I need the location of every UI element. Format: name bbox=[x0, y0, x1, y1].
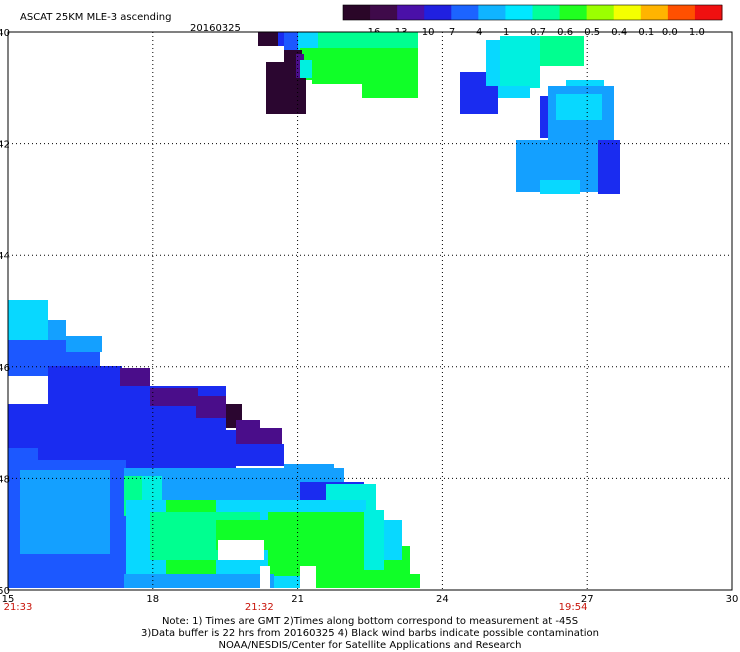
x-tick-label: 15 bbox=[2, 594, 15, 605]
swath-cell bbox=[540, 180, 580, 194]
y-tick-label: -48 bbox=[0, 474, 10, 485]
swath-cell bbox=[124, 574, 274, 588]
colorbar-frame bbox=[342, 4, 723, 21]
swath-cell bbox=[48, 320, 66, 344]
y-tick-label: -46 bbox=[0, 363, 10, 374]
swath-cell bbox=[312, 78, 362, 84]
swath-cell bbox=[236, 444, 284, 466]
colorbar-segment bbox=[370, 5, 398, 20]
swath-cell bbox=[258, 32, 278, 46]
swath-gap bbox=[300, 566, 316, 588]
pass-time-label: 19:54 bbox=[559, 602, 588, 613]
swath-cell bbox=[300, 60, 312, 78]
swath-cell bbox=[486, 40, 500, 86]
note-line-2: 3)Data buffer is 22 hrs from 20160325 4)… bbox=[141, 628, 599, 639]
pass-time-label: 21:33 bbox=[4, 602, 33, 613]
y-tick-label: -42 bbox=[0, 140, 10, 151]
colorbar-segment bbox=[343, 5, 371, 20]
x-tick-label: 27 bbox=[581, 594, 594, 605]
swath-cell bbox=[556, 94, 602, 120]
swath-cell bbox=[20, 470, 110, 554]
swath-gap bbox=[260, 566, 270, 588]
swath-cell bbox=[284, 32, 298, 52]
swath-gap bbox=[420, 560, 480, 590]
note-line-1: Note: 1) Times are GMT 2)Times along bot… bbox=[161, 616, 579, 627]
colorbar-segment bbox=[640, 5, 669, 20]
swath-cell bbox=[150, 388, 198, 406]
swath-cell bbox=[66, 336, 102, 352]
x-tick-label: 21 bbox=[291, 594, 304, 605]
swath-gap bbox=[218, 540, 264, 560]
y-tick-label: -44 bbox=[0, 251, 10, 262]
colorbar-segment bbox=[397, 5, 425, 20]
map-frame bbox=[7, 31, 733, 591]
colorbar-segment bbox=[532, 5, 561, 20]
colorbar-segment bbox=[586, 5, 615, 20]
swath-cell bbox=[318, 32, 418, 50]
y-tick-label: -40 bbox=[0, 28, 10, 39]
swath-cell bbox=[498, 86, 530, 98]
swath-cell bbox=[120, 368, 150, 390]
swath-cell bbox=[384, 520, 402, 560]
colorbar-segment bbox=[559, 5, 588, 20]
colorbar-segment bbox=[613, 5, 642, 20]
colorbar-segment bbox=[478, 5, 506, 20]
swath-cell bbox=[298, 32, 318, 50]
swath-cell bbox=[278, 32, 284, 46]
swath-cell bbox=[364, 510, 384, 570]
swath-cell bbox=[196, 396, 226, 418]
colorbar-segment bbox=[694, 5, 723, 20]
colorbar-segment bbox=[424, 5, 452, 20]
swath-cell bbox=[48, 366, 122, 406]
x-tick-label: 30 bbox=[726, 594, 739, 605]
x-tick-label: 18 bbox=[146, 594, 159, 605]
swath-cell bbox=[362, 78, 418, 98]
colorbar-segment bbox=[667, 5, 696, 20]
colorbar-segment bbox=[505, 5, 533, 20]
swath-cell bbox=[142, 476, 162, 502]
swath-cell bbox=[540, 36, 584, 66]
map-title: ASCAT 25KM MLE-3 ascending bbox=[20, 12, 171, 23]
swath-cell bbox=[8, 300, 48, 346]
colorbar-segment bbox=[451, 5, 479, 20]
swath-cell bbox=[126, 430, 236, 470]
y-tick-label: -50 bbox=[0, 586, 10, 597]
swath-cell bbox=[500, 36, 540, 88]
pass-time-label: 21:32 bbox=[245, 602, 274, 613]
swath-cell bbox=[300, 48, 418, 80]
map-date: 20160325 bbox=[190, 23, 241, 34]
swath-cell bbox=[598, 140, 620, 194]
swath-cell bbox=[316, 574, 420, 588]
note-line-3: NOAA/NESDIS/Center for Satellite Applica… bbox=[218, 640, 522, 651]
x-tick-label: 24 bbox=[436, 594, 449, 605]
swath-cell bbox=[236, 420, 260, 444]
